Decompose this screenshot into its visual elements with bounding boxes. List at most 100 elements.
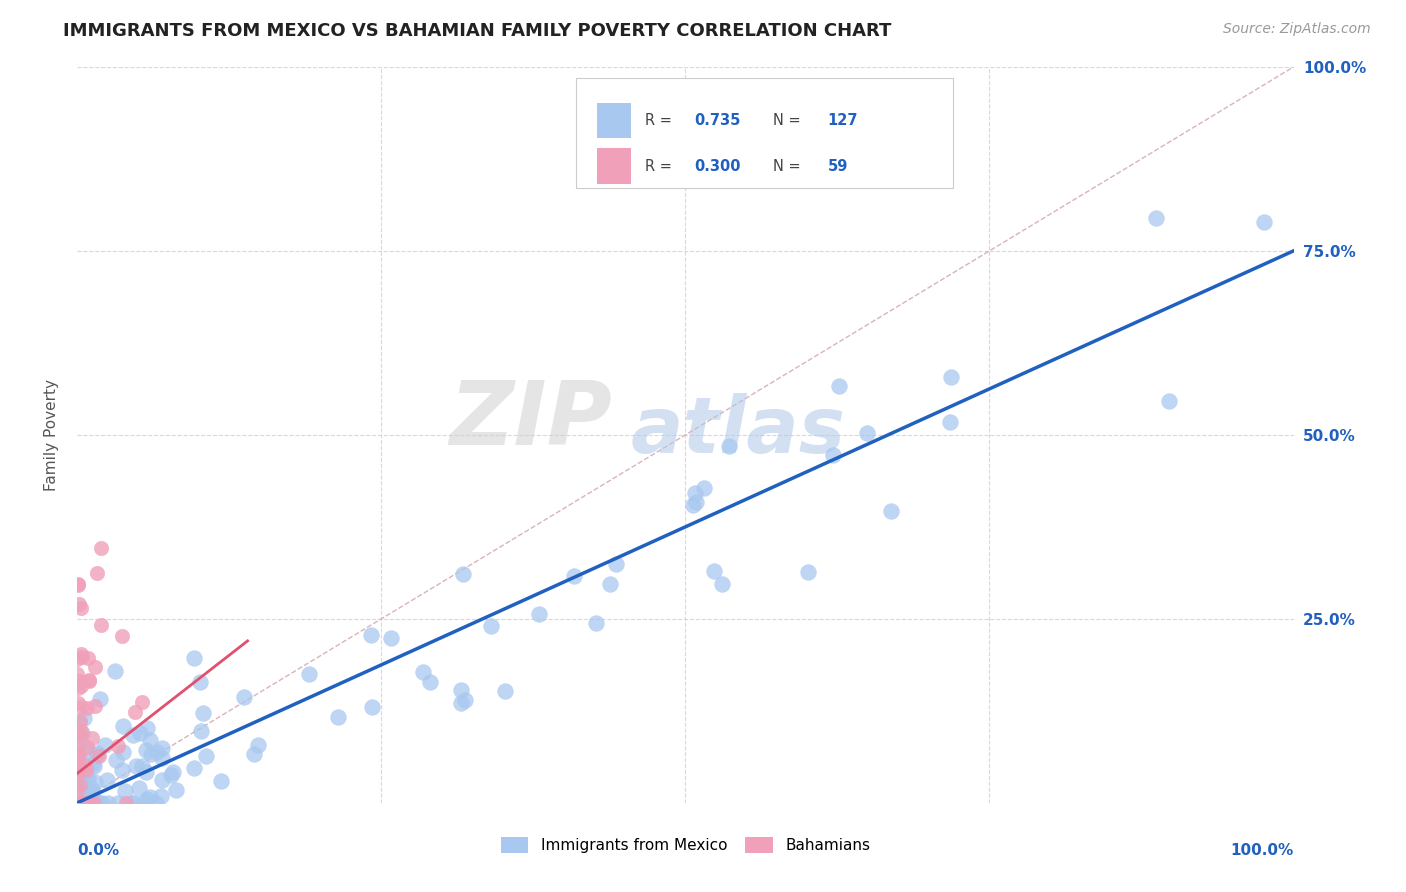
Point: [125, 759, 148, 773]
Text: 127: 127: [828, 113, 858, 128]
Point: [69, 735, 91, 749]
Point: [135, 743, 157, 757]
Point: [79, 796, 101, 810]
Point: [152, 750, 174, 764]
Point: [136, 722, 159, 736]
Point: [412, 665, 434, 679]
Point: [132, 796, 155, 810]
Point: [69, 763, 91, 777]
Point: [84, 796, 107, 810]
Point: [67, 796, 90, 810]
Bar: [596, 148, 631, 184]
Point: [450, 696, 472, 710]
Point: [718, 439, 741, 453]
Text: N =: N =: [773, 159, 806, 174]
Point: [136, 792, 159, 806]
Point: [114, 783, 136, 797]
Text: IMMIGRANTS FROM MEXICO VS BAHAMIAN FAMILY POVERTY CORRELATION CHART: IMMIGRANTS FROM MEXICO VS BAHAMIAN FAMIL…: [63, 22, 891, 40]
Point: [104, 753, 127, 767]
Point: [73, 765, 96, 780]
Point: [111, 763, 134, 777]
Legend: Immigrants from Mexico, Bahamians: Immigrants from Mexico, Bahamians: [496, 832, 875, 858]
Point: [82, 786, 104, 800]
Point: [97, 796, 120, 810]
Point: [67, 673, 90, 688]
Text: ZIP: ZIP: [450, 376, 613, 464]
Point: [121, 796, 143, 810]
Point: [75, 796, 97, 810]
Point: [585, 615, 607, 630]
Point: [141, 747, 163, 761]
Point: [146, 745, 169, 759]
Text: R =: R =: [645, 159, 676, 174]
Point: [66, 737, 89, 751]
FancyBboxPatch shape: [576, 78, 953, 188]
Point: [827, 378, 849, 392]
Point: [66, 577, 89, 591]
Point: [77, 674, 100, 689]
Point: [72, 650, 94, 665]
Point: [685, 495, 707, 509]
Point: [75, 774, 97, 789]
Point: [711, 577, 734, 591]
Point: [75, 796, 97, 810]
Point: [494, 683, 516, 698]
Point: [91, 796, 114, 810]
Point: [150, 773, 173, 788]
Point: [69, 796, 91, 810]
Text: Source: ZipAtlas.com: Source: ZipAtlas.com: [1223, 22, 1371, 37]
Point: [605, 557, 627, 571]
Point: [67, 796, 90, 810]
Point: [67, 696, 90, 710]
Point: [67, 747, 90, 762]
Point: [80, 786, 103, 800]
Point: [138, 790, 160, 805]
Point: [86, 747, 108, 762]
Point: [66, 652, 89, 666]
Point: [67, 796, 90, 810]
Point: [66, 773, 89, 788]
Point: [162, 764, 184, 779]
Point: [941, 370, 963, 384]
Point: [96, 773, 118, 788]
Point: [77, 651, 100, 665]
Point: [90, 617, 112, 632]
Point: [86, 566, 108, 580]
Text: 59: 59: [828, 159, 848, 174]
Point: [66, 751, 89, 765]
Point: [165, 783, 187, 797]
Point: [160, 768, 183, 782]
Point: [188, 674, 211, 689]
Text: 100.0%: 100.0%: [1230, 843, 1294, 858]
Point: [1157, 393, 1180, 408]
Point: [69, 796, 91, 810]
Point: [131, 759, 153, 773]
Point: [75, 796, 97, 810]
Point: [76, 739, 98, 754]
Point: [419, 675, 441, 690]
Point: [87, 796, 110, 810]
Point: [112, 745, 135, 759]
Point: [76, 788, 98, 802]
Point: [67, 728, 90, 742]
Point: [66, 751, 89, 765]
Point: [89, 691, 111, 706]
Point: [67, 725, 90, 739]
Point: [150, 740, 173, 755]
Point: [66, 796, 89, 810]
Bar: [596, 103, 631, 138]
Point: [190, 723, 212, 738]
Point: [75, 759, 97, 773]
Point: [821, 448, 844, 462]
Point: [89, 748, 111, 763]
Point: [128, 781, 150, 796]
Point: [451, 566, 474, 581]
Point: [135, 765, 157, 780]
Point: [66, 786, 89, 800]
Point: [76, 771, 98, 785]
Point: [83, 796, 105, 810]
Point: [139, 733, 162, 747]
Point: [75, 764, 97, 778]
Point: [90, 541, 112, 555]
Point: [703, 565, 725, 579]
